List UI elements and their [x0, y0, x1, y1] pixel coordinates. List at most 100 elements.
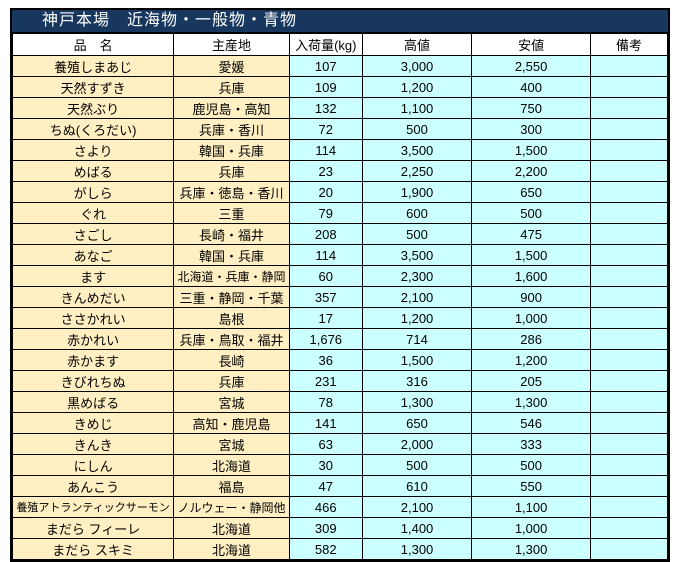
low-price-cell[interactable]: 333: [471, 433, 591, 455]
note-cell[interactable]: [589, 496, 669, 518]
low-price-cell[interactable]: 2,200: [471, 160, 591, 182]
origin-cell[interactable]: 愛媛: [173, 55, 290, 77]
high-price-cell[interactable]: 2,100: [361, 286, 473, 308]
quantity-cell[interactable]: 47: [288, 475, 363, 497]
fish-name-cell[interactable]: 天然すずき: [11, 76, 175, 98]
low-price-cell[interactable]: 546: [471, 412, 591, 434]
high-price-cell[interactable]: 3,500: [361, 139, 473, 161]
high-price-cell[interactable]: 500: [361, 454, 473, 476]
note-cell[interactable]: [589, 181, 669, 203]
high-price-cell[interactable]: 1,400: [361, 517, 473, 539]
origin-cell[interactable]: 兵庫・鳥取・福井: [173, 328, 290, 350]
low-price-cell[interactable]: 1,300: [471, 538, 591, 560]
low-price-cell[interactable]: 205: [471, 370, 591, 392]
origin-cell[interactable]: 長崎: [173, 349, 290, 371]
quantity-cell[interactable]: 114: [288, 139, 363, 161]
low-price-cell[interactable]: 1,000: [471, 307, 591, 329]
note-cell[interactable]: [589, 454, 669, 476]
fish-name-cell[interactable]: 養殖アトランティックサーモン: [11, 496, 175, 518]
low-price-cell[interactable]: 400: [471, 76, 591, 98]
quantity-cell[interactable]: 208: [288, 223, 363, 245]
origin-cell[interactable]: 長崎・福井: [173, 223, 290, 245]
note-cell[interactable]: [589, 475, 669, 497]
note-cell[interactable]: [589, 55, 669, 77]
origin-cell[interactable]: 北海道: [173, 538, 290, 560]
low-price-cell[interactable]: 475: [471, 223, 591, 245]
quantity-cell[interactable]: 36: [288, 349, 363, 371]
note-cell[interactable]: [589, 328, 669, 350]
quantity-cell[interactable]: 79: [288, 202, 363, 224]
note-cell[interactable]: [589, 286, 669, 308]
quantity-cell[interactable]: 17: [288, 307, 363, 329]
fish-name-cell[interactable]: きめじ: [11, 412, 175, 434]
high-price-cell[interactable]: 2,250: [361, 160, 473, 182]
high-price-cell[interactable]: 1,300: [361, 391, 473, 413]
high-price-cell[interactable]: 3,000: [361, 55, 473, 77]
high-price-cell[interactable]: 2,300: [361, 265, 473, 287]
fish-name-cell[interactable]: きびれちぬ: [11, 370, 175, 392]
quantity-cell[interactable]: 466: [288, 496, 363, 518]
note-cell[interactable]: [589, 538, 669, 560]
high-price-cell[interactable]: 3,500: [361, 244, 473, 266]
low-price-cell[interactable]: 1,300: [471, 391, 591, 413]
high-price-cell[interactable]: 1,900: [361, 181, 473, 203]
fish-name-cell[interactable]: 養殖しまあじ: [11, 55, 175, 77]
origin-cell[interactable]: 宮城: [173, 391, 290, 413]
origin-cell[interactable]: 三重: [173, 202, 290, 224]
quantity-cell[interactable]: 109: [288, 76, 363, 98]
note-cell[interactable]: [589, 244, 669, 266]
low-price-cell[interactable]: 286: [471, 328, 591, 350]
origin-cell[interactable]: 兵庫・香川: [173, 118, 290, 140]
high-price-cell[interactable]: 1,200: [361, 76, 473, 98]
high-price-cell[interactable]: 2,100: [361, 496, 473, 518]
high-price-cell[interactable]: 2,000: [361, 433, 473, 455]
high-price-cell[interactable]: 714: [361, 328, 473, 350]
low-price-cell[interactable]: 1,500: [471, 139, 591, 161]
low-price-cell[interactable]: 300: [471, 118, 591, 140]
origin-cell[interactable]: 高知・鹿児島: [173, 412, 290, 434]
note-cell[interactable]: [589, 202, 669, 224]
fish-name-cell[interactable]: にしん: [11, 454, 175, 476]
high-price-cell[interactable]: 650: [361, 412, 473, 434]
origin-cell[interactable]: 韓国・兵庫: [173, 139, 290, 161]
fish-name-cell[interactable]: あんこう: [11, 475, 175, 497]
quantity-cell[interactable]: 1,676: [288, 328, 363, 350]
origin-cell[interactable]: 北海道: [173, 454, 290, 476]
origin-cell[interactable]: 韓国・兵庫: [173, 244, 290, 266]
note-cell[interactable]: [589, 517, 669, 539]
note-cell[interactable]: [589, 76, 669, 98]
low-price-cell[interactable]: 500: [471, 454, 591, 476]
high-price-cell[interactable]: 1,300: [361, 538, 473, 560]
note-cell[interactable]: [589, 349, 669, 371]
low-price-cell[interactable]: 1,000: [471, 517, 591, 539]
fish-name-cell[interactable]: きんめだい: [11, 286, 175, 308]
fish-name-cell[interactable]: 赤かれい: [11, 328, 175, 350]
origin-cell[interactable]: 兵庫: [173, 160, 290, 182]
quantity-cell[interactable]: 132: [288, 97, 363, 119]
high-price-cell[interactable]: 610: [361, 475, 473, 497]
quantity-cell[interactable]: 107: [288, 55, 363, 77]
origin-cell[interactable]: 北海道・兵庫・静岡: [173, 265, 290, 287]
note-cell[interactable]: [589, 433, 669, 455]
note-cell[interactable]: [589, 307, 669, 329]
origin-cell[interactable]: 兵庫・徳島・香川: [173, 181, 290, 203]
high-price-cell[interactable]: 1,100: [361, 97, 473, 119]
origin-cell[interactable]: ノルウェー・静岡他: [173, 496, 290, 518]
high-price-cell[interactable]: 500: [361, 118, 473, 140]
fish-name-cell[interactable]: ます: [11, 265, 175, 287]
fish-name-cell[interactable]: まだら フィーレ: [11, 517, 175, 539]
fish-name-cell[interactable]: 赤かます: [11, 349, 175, 371]
fish-name-cell[interactable]: きんき: [11, 433, 175, 455]
low-price-cell[interactable]: 550: [471, 475, 591, 497]
fish-name-cell[interactable]: ささかれい: [11, 307, 175, 329]
quantity-cell[interactable]: 231: [288, 370, 363, 392]
fish-name-cell[interactable]: さより: [11, 139, 175, 161]
fish-name-cell[interactable]: 黒めばる: [11, 391, 175, 413]
low-price-cell[interactable]: 650: [471, 181, 591, 203]
high-price-cell[interactable]: 500: [361, 223, 473, 245]
note-cell[interactable]: [589, 265, 669, 287]
note-cell[interactable]: [589, 223, 669, 245]
low-price-cell[interactable]: 750: [471, 97, 591, 119]
high-price-cell[interactable]: 1,500: [361, 349, 473, 371]
quantity-cell[interactable]: 141: [288, 412, 363, 434]
